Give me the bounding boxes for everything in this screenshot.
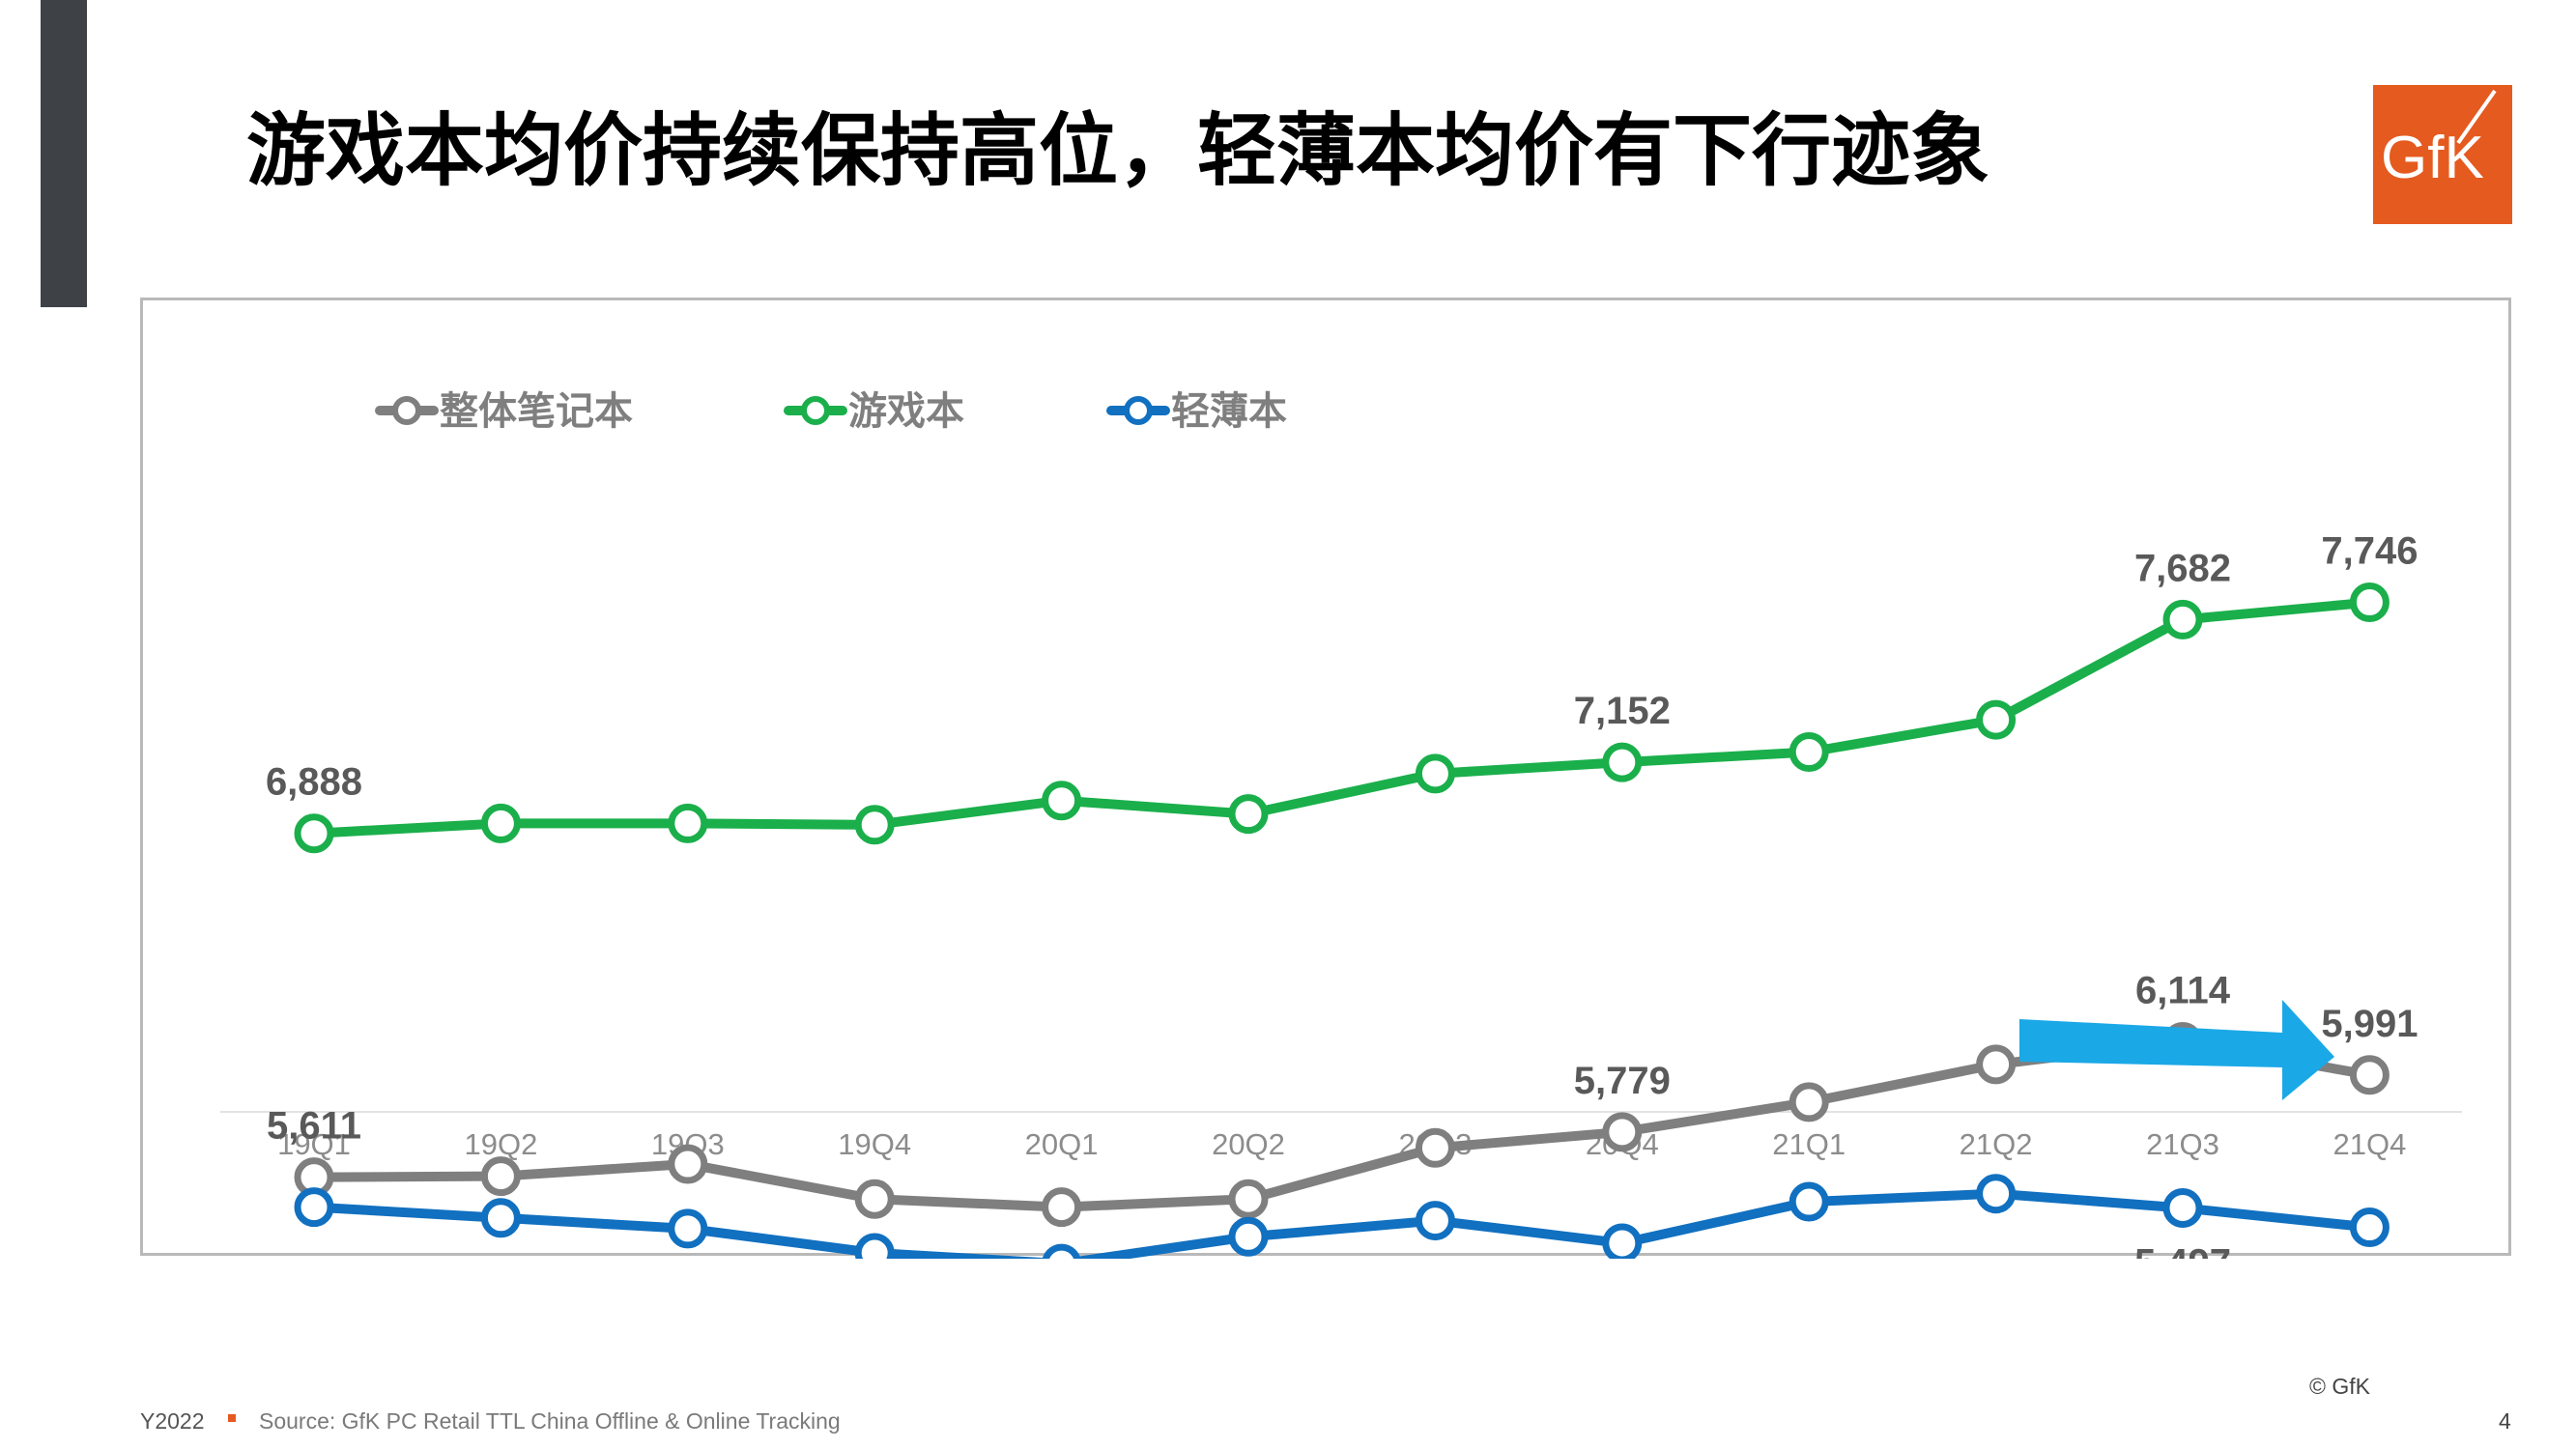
x-tick-label: 20Q1 — [1025, 1127, 1099, 1161]
legend-label-thin: 轻薄本 — [1171, 390, 1287, 433]
data-point-thin — [480, 1198, 521, 1238]
data-label-overall: 5,991 — [2321, 1003, 2418, 1045]
copyright: © GfK — [2309, 1374, 2370, 1399]
data-point-overall — [1415, 1127, 1455, 1168]
data-point-thin — [1602, 1223, 1643, 1259]
x-tick-label: 19Q1 — [277, 1127, 351, 1161]
data-point-overall — [2349, 1055, 2390, 1095]
footer-year: Y2022 — [140, 1408, 205, 1434]
chart-frame: 19Q119Q219Q319Q420Q120Q220Q320Q421Q121Q2… — [140, 298, 2511, 1259]
data-point-gaming — [1976, 699, 2017, 740]
data-point-gaming — [1228, 794, 1269, 835]
data-point-gaming — [1042, 781, 1082, 821]
trend-arrow — [2019, 1000, 2334, 1100]
data-point-overall — [1042, 1187, 1082, 1228]
data-point-gaming — [294, 813, 334, 854]
data-point-thin — [668, 1208, 708, 1249]
data-point-gaming — [2162, 599, 2203, 639]
data-label-gaming: 6,888 — [266, 761, 362, 804]
x-tick-label: 21Q4 — [2333, 1127, 2406, 1161]
data-label-overall: 6,114 — [2135, 969, 2231, 1011]
x-tick-label: 21Q1 — [1772, 1127, 1846, 1161]
side-accent-bar — [41, 0, 87, 307]
data-point-thin — [1228, 1216, 1269, 1257]
x-tick-label: 19Q4 — [838, 1127, 911, 1161]
legend-label-gaming: 游戏本 — [848, 390, 964, 433]
legend-marker-gaming — [801, 396, 830, 425]
x-tick-label: 20Q2 — [1212, 1127, 1285, 1161]
series-line-gaming — [309, 597, 2375, 838]
data-label-overall: 5,779 — [1574, 1060, 1671, 1102]
footer-bullet — [228, 1414, 236, 1422]
data-point-gaming — [1789, 732, 1829, 773]
data-point-overall — [1976, 1044, 2017, 1085]
data-point-thin — [1976, 1174, 2017, 1214]
data-label-gaming: 7,746 — [2321, 530, 2418, 573]
slide-title: 游戏本均价持续保持高位，轻薄本均价有下行迹象 — [246, 107, 1990, 195]
data-point-thin — [294, 1187, 334, 1228]
data-point-overall — [480, 1156, 521, 1197]
data-point-thin — [2349, 1208, 2390, 1248]
data-point-overall — [668, 1144, 708, 1184]
data-point-gaming — [2349, 582, 2390, 623]
data-point-thin — [854, 1233, 895, 1259]
page-number: 4 — [2499, 1408, 2511, 1434]
data-point-overall — [1789, 1082, 1829, 1122]
gfk-logo: GfK — [2373, 85, 2512, 224]
data-point-overall — [1602, 1112, 1643, 1152]
data-point-thin — [1789, 1181, 1829, 1222]
data-point-thin — [1415, 1201, 1455, 1241]
series-line-thin — [309, 1188, 2375, 1259]
legend-marker-overall — [392, 396, 421, 425]
data-point-overall — [854, 1179, 895, 1219]
x-tick-label: 21Q3 — [2146, 1127, 2219, 1161]
data-label-thin: 5,497 — [2134, 1241, 2231, 1259]
data-point-thin — [1042, 1243, 1081, 1259]
data-point-gaming — [1602, 742, 1643, 782]
svg-text:GfK: GfK — [2381, 125, 2484, 191]
data-point-overall — [1228, 1179, 1269, 1219]
data-point-gaming — [854, 805, 895, 845]
series-line-overall — [309, 1037, 2375, 1212]
legend-marker-thin — [1124, 396, 1153, 425]
legend-label-overall: 整体笔记本 — [440, 390, 633, 433]
data-point-gaming — [1415, 753, 1455, 794]
data-point-thin — [2162, 1187, 2203, 1228]
x-tick-label: 21Q2 — [1960, 1127, 2033, 1161]
data-point-gaming — [480, 803, 521, 843]
data-label-gaming: 7,152 — [1574, 690, 1671, 732]
data-label-gaming: 7,682 — [2134, 547, 2231, 589]
footer-source: Source: GfK PC Retail TTL China Offline … — [259, 1408, 841, 1434]
line-chart: 19Q119Q219Q319Q420Q120Q220Q320Q421Q121Q2… — [220, 390, 2462, 1259]
x-tick-label: 19Q2 — [464, 1127, 537, 1161]
data-point-gaming — [668, 803, 708, 843]
data-label-overall: 5,611 — [267, 1105, 361, 1148]
